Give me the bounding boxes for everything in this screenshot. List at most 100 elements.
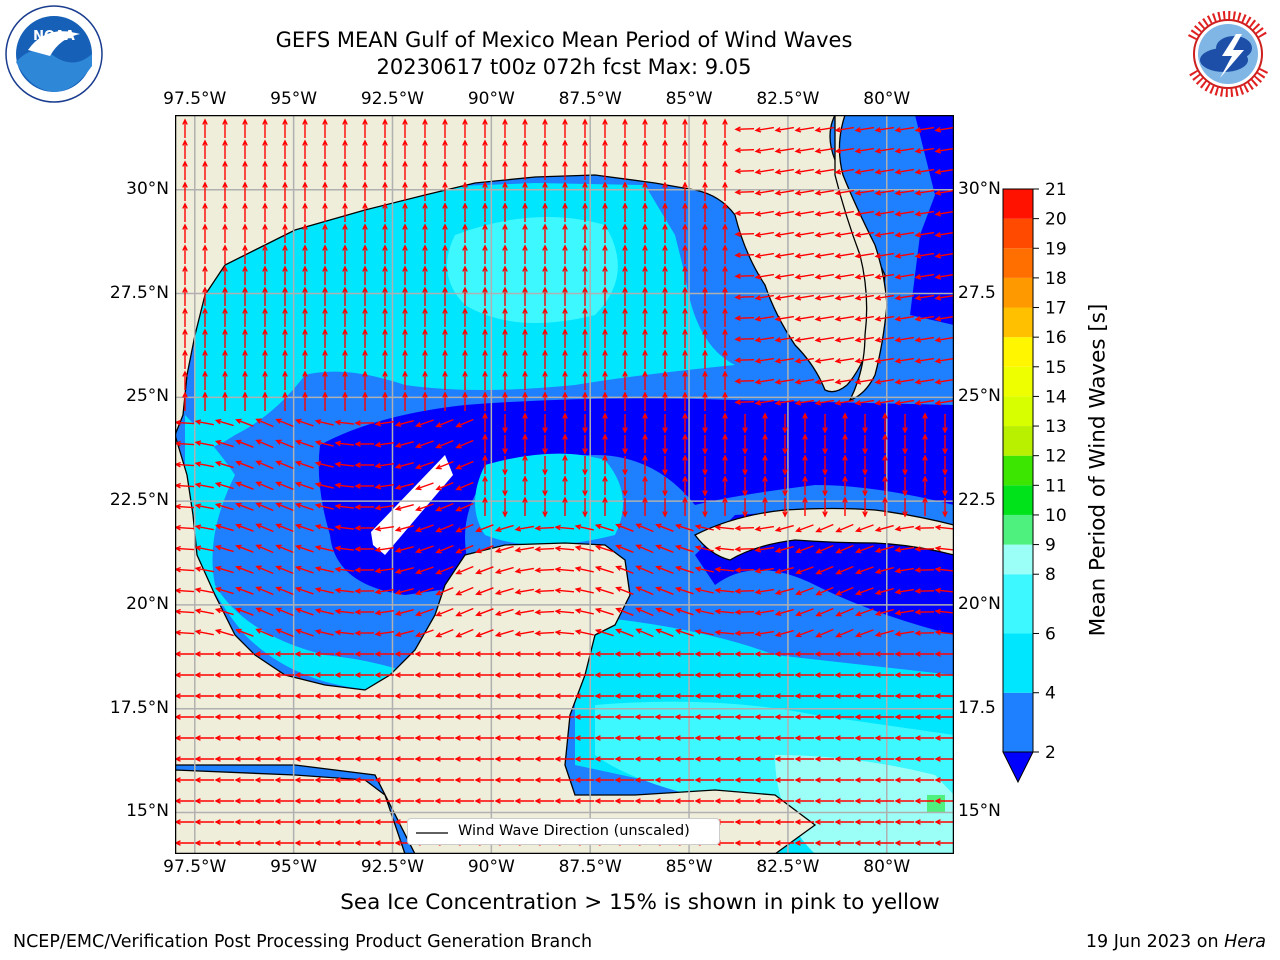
wind-wave-arrow (435, 481, 454, 491)
wind-wave-arrow (662, 223, 668, 243)
wind-wave-arrow (314, 608, 334, 615)
wind-wave-arrow (914, 315, 935, 322)
wind-wave-arrow (374, 588, 395, 595)
wind-wave-arrow (614, 735, 634, 741)
wind-wave-arrow (502, 328, 508, 348)
wind-wave-arrow (634, 651, 654, 657)
wind-wave-arrow (854, 756, 874, 762)
wind-wave-arrow (814, 189, 835, 196)
legend-label: Wind Wave Direction (unscaled) (458, 823, 690, 839)
wind-wave-arrow (754, 798, 774, 804)
wind-wave-arrow (214, 756, 234, 762)
wind-wave-arrow (642, 286, 648, 306)
wind-wave-arrow (302, 307, 308, 327)
map-border (175, 115, 954, 854)
lat-tick-label: 27.5 (958, 282, 996, 303)
wind-wave-arrow (574, 545, 594, 552)
wind-wave-arrow (414, 503, 434, 512)
wind-wave-arrow (674, 777, 694, 783)
colorbar-tick-label: 17 (1045, 299, 1067, 319)
wind-wave-arrow (914, 777, 934, 783)
wind-wave-arrow (894, 525, 915, 532)
lat-tick-label: 25°N (958, 386, 1001, 407)
wind-wave-arrow (514, 651, 534, 657)
wind-wave-arrow (474, 651, 494, 657)
wind-wave-arrow (814, 231, 835, 238)
wind-wave-arrow (874, 294, 895, 301)
wind-wave-arrow (522, 202, 528, 222)
wind-wave-arrow (622, 370, 628, 390)
wind-wave-arrow (322, 286, 328, 306)
wind-wave-arrow (374, 651, 394, 657)
wind-wave-arrow (702, 160, 708, 180)
wind-wave-arrow (482, 370, 488, 390)
wind-wave-arrow (194, 672, 214, 678)
wind-wave-arrow (422, 265, 428, 285)
wind-wave-arrow (482, 307, 488, 327)
wind-wave-arrow (294, 693, 314, 699)
wind-wave-arrow (814, 399, 835, 406)
wind-wave-arrow (314, 819, 334, 825)
colorbar-tick-label: 10 (1045, 506, 1067, 526)
wind-wave-arrow (322, 160, 328, 180)
wind-wave-arrow (594, 735, 614, 741)
wind-wave-arrow (874, 798, 894, 804)
wind-wave-arrow (274, 693, 294, 699)
lat-tick-label: 22.5 (958, 490, 996, 511)
wind-wave-arrow (334, 482, 354, 489)
wind-wave-arrow (262, 139, 268, 159)
wind-wave-arrow (615, 523, 634, 532)
wind-wave-arrow (722, 328, 728, 348)
wind-wave-arrow (914, 147, 935, 154)
wind-wave-arrow (914, 252, 935, 259)
wind-wave-arrow (662, 435, 668, 455)
wind-wave-arrow (894, 315, 915, 322)
wind-wave-arrow (414, 777, 434, 783)
wind-wave-arrow (374, 609, 395, 616)
wind-wave-arrow (642, 412, 648, 432)
wind-wave-arrow (222, 181, 228, 201)
wind-wave-arrow (914, 714, 934, 720)
wind-wave-direction-arrows (175, 118, 954, 846)
wind-wave-arrow (354, 819, 374, 825)
wind-wave-arrow (794, 756, 814, 762)
wind-wave-arrow (302, 370, 308, 390)
wind-wave-arrow (214, 628, 234, 637)
wind-wave-arrow (194, 629, 214, 636)
wind-wave-arrow (874, 693, 894, 699)
wind-wave-arrow (774, 672, 794, 678)
nws-logo-icon (1181, 7, 1275, 101)
wind-wave-arrow (794, 231, 815, 238)
wind-wave-arrow (302, 181, 308, 201)
wind-wave-arrow (182, 391, 188, 411)
noaa-logo-text: NOAA (33, 29, 75, 44)
wind-wave-arrow (734, 378, 755, 384)
wind-wave-arrow (702, 435, 708, 455)
wind-wave-arrow (202, 244, 208, 264)
wind-wave-arrow (882, 433, 888, 453)
wind-wave-arrow (582, 139, 588, 159)
wind-wave-arrow (222, 307, 228, 327)
wind-wave-arrow (602, 475, 608, 495)
wind-wave-arrow (334, 503, 354, 510)
wind-wave-arrow (934, 357, 954, 364)
wind-wave-arrow (262, 349, 268, 369)
wind-wave-arrow (394, 504, 414, 511)
wind-wave-arrow (814, 378, 835, 385)
wind-wave-arrow (294, 756, 314, 762)
wind-wave-arrow (854, 399, 875, 406)
wind-wave-arrow (782, 477, 788, 497)
wind-wave-arrow (314, 840, 334, 846)
wind-wave-arrow (294, 607, 314, 616)
wind-wave-arrow (242, 349, 248, 369)
chart-title: GEFS MEAN Gulf of Mexico Mean Period of … (275, 28, 853, 52)
wind-wave-arrow (334, 545, 354, 552)
wind-wave-arrow (342, 244, 348, 264)
wind-wave-arrow (602, 202, 608, 222)
wind-wave-arrow (662, 118, 668, 138)
wind-wave-arrow (854, 357, 875, 364)
colorbar-bin (1003, 455, 1033, 486)
wind-wave-arrow (662, 160, 668, 180)
wind-wave-arrow (882, 454, 888, 474)
wind-wave-arrow (402, 160, 408, 180)
